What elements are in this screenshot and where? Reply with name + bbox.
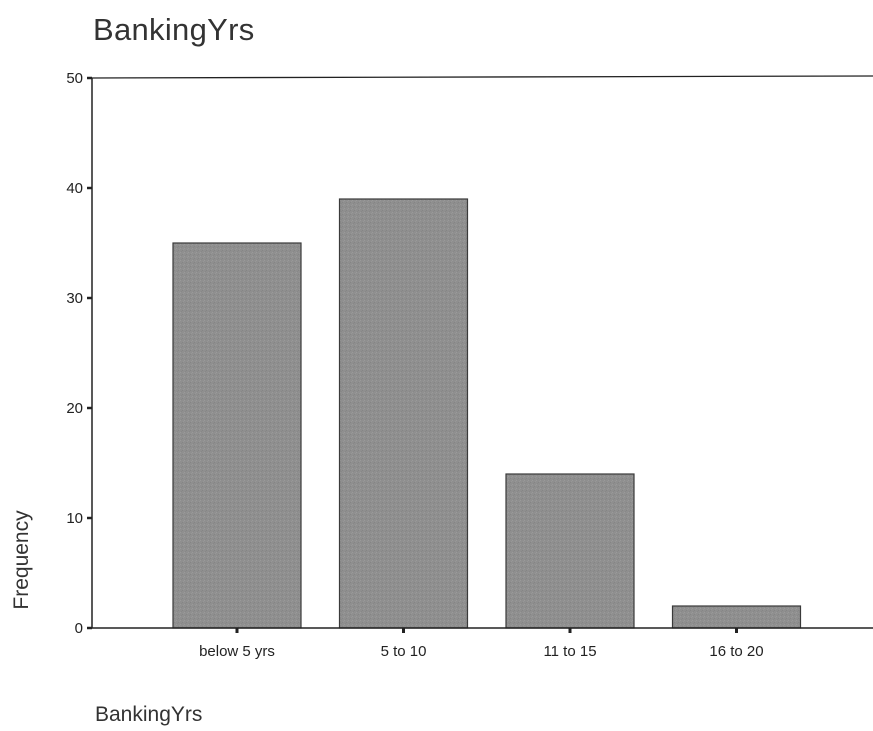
plot-frame [91,75,873,79]
x-tick-label: 11 to 15 [543,643,596,660]
y-axis-label: Frequency [10,510,33,610]
bar-5-to-10 [338,198,469,629]
y-tick-label: 20 [66,400,83,417]
bars-group [172,198,802,629]
y-tick-label: 50 [66,70,83,87]
bar-11-to-15 [505,473,635,629]
x-axis: below 5 yrs 5 to 10 11 to 15 16 to 20 [92,627,873,660]
bar-16-to-20 [671,605,802,629]
y-tick-label: 0 [75,620,83,637]
chart-title: BankingYrs [93,12,255,47]
y-tick-label: 30 [66,290,83,307]
x-tick-label: below 5 yrs [199,643,275,660]
x-tick-label: 5 to 10 [381,643,427,660]
y-tick-label: 10 [66,510,83,527]
plot-top-border [91,75,873,79]
bar-below-5-yrs [172,242,302,629]
x-axis-label: BankingYrs [95,703,203,726]
y-tick-label: 40 [66,180,83,197]
x-tick-label: 16 to 20 [709,643,763,660]
y-axis: 0 10 20 30 40 50 [66,70,93,637]
